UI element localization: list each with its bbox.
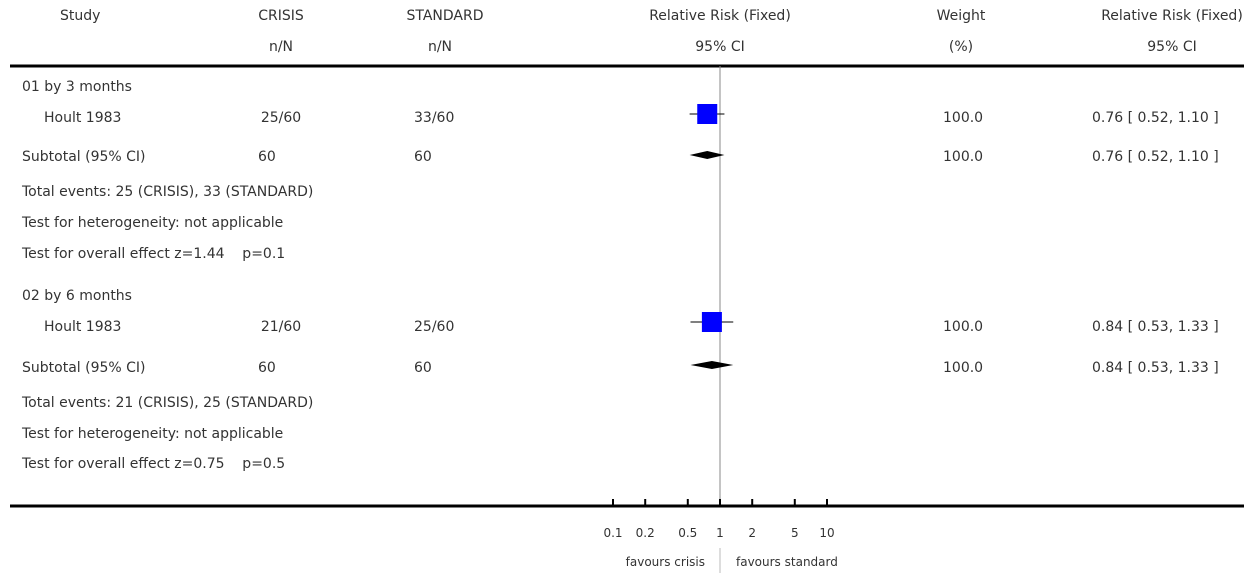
subtotal-standard: 60 — [414, 149, 432, 165]
header-relative-risk: Relative Risk (Fixed) — [649, 8, 791, 24]
study-standard: 33/60 — [414, 110, 455, 126]
total-events: Total events: 25 (CRISIS), 33 (STANDARD) — [22, 184, 314, 200]
study-ci-text: 0.76 [ 0.52, 1.10 ] — [1092, 110, 1219, 126]
header-standard-sub: n/N — [427, 39, 453, 55]
study-name: Hoult 1983 — [44, 110, 122, 126]
group-title: 02 by 6 months — [22, 288, 132, 304]
study-crisis: 21/60 — [260, 319, 302, 335]
heterogeneity-test: Test for heterogeneity: not applicable — [22, 215, 284, 231]
subtotal-crisis: 60 — [258, 149, 276, 165]
header-relative-risk-ci: 95% CI — [695, 39, 745, 55]
subtotal-ci-text: 0.76 [ 0.52, 1.10 ] — [1092, 149, 1219, 165]
heterogeneity-test: Test for heterogeneity: not applicable — [22, 426, 284, 442]
study-weight: 100.0 — [943, 110, 984, 126]
header-weight: Weight — [936, 8, 986, 24]
subtotal-diamond — [690, 361, 734, 369]
subtotal-weight: 100.0 — [943, 149, 984, 165]
tick-label: 1 — [716, 526, 724, 540]
header-relative-risk-2-ci: 95% CI — [1147, 39, 1197, 55]
tick-label: 10 — [819, 526, 835, 540]
tick-label: 0.5 — [678, 526, 698, 540]
tick-label: 0.2 — [635, 526, 655, 540]
subtotal-crisis: 60 — [258, 360, 276, 376]
header-crisis: CRISIS — [258, 8, 304, 24]
subtotal-diamond — [689, 151, 725, 159]
overall-effect-test: Test for overall effect z=1.44 p=0.1 — [22, 246, 286, 262]
study-ci-text: 0.84 [ 0.53, 1.33 ] — [1092, 319, 1219, 335]
header-crisis-sub: n/N — [268, 39, 294, 55]
study-weight: 100.0 — [943, 319, 984, 335]
overall-effect-test: Test for overall effect z=0.75 p=0.5 — [22, 456, 286, 472]
tick-label: 5 — [790, 526, 799, 540]
study-name: Hoult 1983 — [44, 319, 122, 335]
study-crisis: 25/60 — [260, 110, 302, 126]
header-study: Study — [60, 8, 101, 24]
subtotal-ci-text: 0.84 [ 0.53, 1.33 ] — [1092, 360, 1219, 376]
subtotal-label: Subtotal (95% CI) — [22, 149, 146, 165]
tick-label: 2 — [748, 526, 757, 540]
study-standard: 25/60 — [414, 319, 455, 335]
study-marker — [697, 104, 718, 124]
header-weight-sub: (%) — [948, 39, 974, 55]
subtotal-weight: 100.0 — [943, 360, 984, 376]
favours-right-label: favours standard — [736, 555, 838, 569]
study-marker — [701, 312, 722, 332]
favours-left-label: favours crisis — [625, 555, 705, 569]
subtotal-label: Subtotal (95% CI) — [22, 360, 146, 376]
header-relative-risk-2: Relative Risk (Fixed) — [1101, 8, 1243, 24]
subtotal-standard: 60 — [414, 360, 432, 376]
tick-label: 0.1 — [603, 526, 623, 540]
header-standard: STANDARD — [406, 8, 484, 24]
group-title: 01 by 3 months — [22, 79, 132, 95]
total-events: Total events: 21 (CRISIS), 25 (STANDARD) — [22, 395, 314, 411]
